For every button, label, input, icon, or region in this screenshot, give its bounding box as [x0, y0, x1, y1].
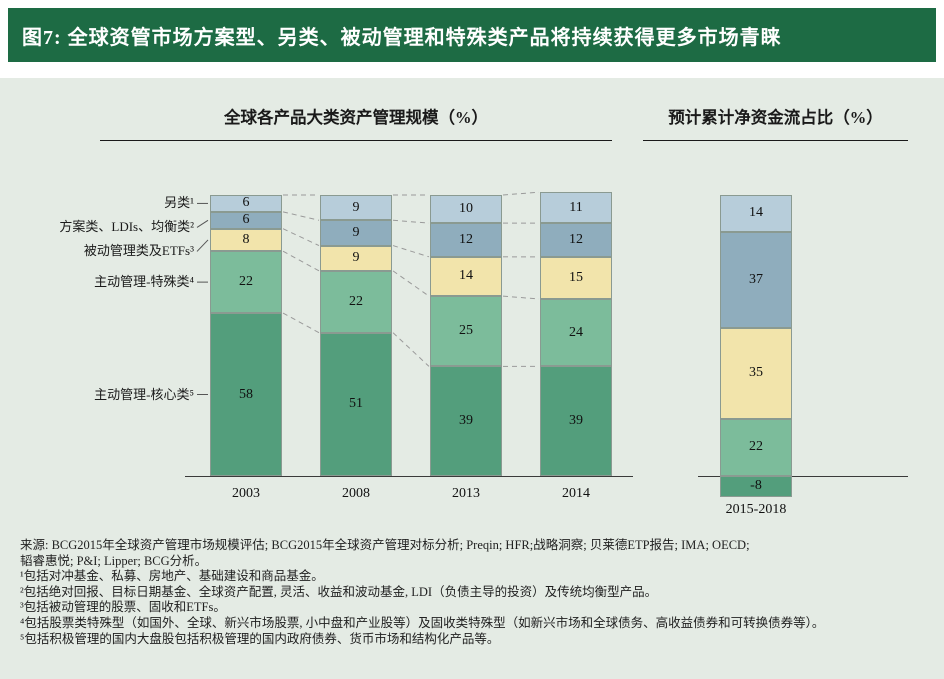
footnote-line: ²包括绝对回报、目标日期基金、全球资产配置, 灵活、收益和波动基金, LDI（负…: [20, 584, 658, 599]
segment-value-label: 24: [569, 324, 583, 340]
segment-value-label: -8: [750, 478, 762, 494]
bar-segment-2003: 6: [210, 195, 282, 212]
bar-segment-2014: 39: [540, 366, 612, 476]
segment-value-label: 9: [352, 199, 360, 215]
bar-segment-2008: 9: [320, 195, 392, 221]
segment-value-label: 22: [749, 439, 763, 455]
bar-segment-2015-2018: 22: [720, 418, 792, 476]
footnote-line: 韬睿惠悦; P&I; Lipper; BCG分析。: [20, 553, 208, 568]
bar-segment-2015-2018: -8: [720, 476, 792, 497]
bar-segment-2014: 12: [540, 223, 612, 257]
bar-segment-2014: 11: [540, 192, 612, 224]
segment-value-label: 22: [349, 293, 363, 309]
figure-title-bar: 图7: 全球资管市场方案型、另类、被动管理和特殊类产品将持续获得更多市场青睐: [8, 8, 936, 62]
figure-title: 图7: 全球资管市场方案型、另类、被动管理和特殊类产品将持续获得更多市场青睐: [22, 26, 782, 49]
segment-value-label: 15: [569, 269, 583, 285]
left-chart-title: 全球各产品大类资产管理规模（%）: [100, 104, 612, 141]
bar-segment-2014: 15: [540, 256, 612, 299]
segment-value-label: 6: [242, 195, 250, 211]
segment-value-label: 22: [239, 274, 253, 290]
x-axis-label: 2015-2018: [725, 502, 787, 517]
segment-value-label: 39: [459, 413, 473, 429]
x-axis-label: 2013: [452, 486, 480, 501]
segment-value-label: 10: [459, 201, 473, 217]
bar-segment-2003: 22: [210, 251, 282, 313]
bar-segment-2015-2018: 14: [720, 195, 792, 232]
segment-value-label: 51: [349, 396, 363, 412]
bar-segment-2015-2018: 37: [720, 231, 792, 328]
right-chart-axis: [698, 476, 908, 477]
left-chart-axis: [185, 476, 633, 477]
segment-value-label: 8: [242, 231, 250, 247]
segment-value-label: 39: [569, 413, 583, 429]
segment-value-label: 14: [749, 205, 763, 221]
footnotes: 来源: BCG2015年全球资产管理市场规模评估; BCG2015年全球资产管理…: [20, 538, 928, 647]
category-label: 另类¹: [164, 195, 194, 211]
bar-segment-2008: 51: [320, 332, 392, 476]
segment-value-label: 14: [459, 268, 473, 284]
footnote-line: 来源: BCG2015年全球资产管理市场规模评估; BCG2015年全球资产管理…: [20, 538, 750, 552]
footnote-line: ⁵包括积极管理的国内大盘股包括积极管理的国内政府债券、货币市场和结构化产品等。: [20, 631, 500, 646]
footnote-line: ⁴包括股票类特殊型（如国外、全球、新兴市场股票, 小中盘和产业股等）及固收类特殊…: [20, 615, 825, 630]
bar-segment-2003: 6: [210, 211, 282, 229]
bar-segment-2008: 9: [320, 245, 392, 271]
bar-segment-2013: 25: [430, 296, 502, 367]
footnote-line: ¹包括对冲基金、私募、房地产、基础建设和商品基金。: [20, 569, 324, 584]
category-label: 主动管理-核心类⁵: [94, 386, 194, 402]
segment-value-label: 9: [352, 224, 360, 240]
segment-value-label: 6: [242, 212, 250, 228]
bar-segment-2008: 22: [320, 270, 392, 333]
segment-value-label: 9: [352, 250, 360, 266]
bar-segment-2003: 8: [210, 228, 282, 252]
x-axis-label: 2014: [562, 486, 590, 501]
bar-segment-2013: 39: [430, 366, 502, 476]
segment-value-label: 37: [749, 271, 763, 287]
bar-segment-2013: 14: [430, 256, 502, 297]
segment-value-label: 12: [459, 231, 473, 247]
category-label: 被动管理类及ETFs³: [83, 243, 194, 259]
bar-segment-2014: 24: [540, 298, 612, 367]
footnote-line: ³包括被动管理的股票、固收和ETFs。: [20, 600, 226, 615]
bar-segment-2013: 12: [430, 223, 502, 257]
bar-segment-2013: 10: [430, 195, 502, 224]
segment-value-label: 12: [569, 231, 583, 247]
segment-value-label: 25: [459, 323, 473, 339]
segment-value-label: 11: [569, 199, 583, 215]
segment-value-label: 35: [749, 365, 763, 381]
right-chart-title: 预计累计净资金流占比（%）: [643, 104, 908, 141]
segment-value-label: 58: [239, 386, 253, 402]
category-label: 主动管理-特殊类⁴: [94, 274, 194, 290]
x-axis-label: 2008: [342, 486, 370, 501]
x-axis-label: 2003: [232, 486, 260, 501]
bar-segment-2015-2018: 35: [720, 327, 792, 419]
bar-segment-2008: 9: [320, 220, 392, 246]
bar-segment-2003: 58: [210, 313, 282, 476]
category-label: 方案类、LDIs、均衡类²: [59, 219, 194, 235]
